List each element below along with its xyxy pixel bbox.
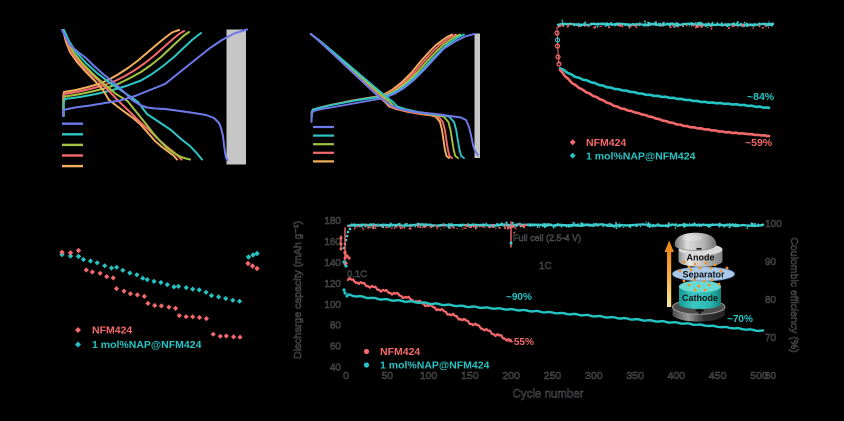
svg-text:60: 60 [330, 342, 342, 353]
svg-text:300: 300 [585, 370, 603, 382]
svg-text:140: 140 [324, 258, 341, 269]
svg-text:1C: 1C [539, 261, 552, 272]
svg-text:0: 0 [343, 370, 349, 382]
svg-text:100: 100 [324, 300, 341, 311]
svg-text:250: 250 [544, 370, 562, 382]
svg-text:90: 90 [765, 257, 777, 268]
svg-text:150: 150 [461, 370, 479, 382]
svg-text:180: 180 [324, 216, 341, 227]
svg-text:~55%: ~55% [508, 337, 534, 348]
svg-text:80: 80 [330, 321, 342, 332]
svg-text:Cycle number: Cycle number [513, 389, 584, 401]
svg-text:200: 200 [502, 370, 520, 382]
svg-text:1 mol%NAP@NFM424: 1 mol%NAP@NFM424 [586, 151, 696, 163]
svg-text:50: 50 [381, 370, 393, 382]
svg-text:350: 350 [626, 370, 644, 382]
svg-text:100: 100 [765, 219, 782, 230]
svg-text:60: 60 [765, 371, 777, 382]
svg-text:40: 40 [330, 363, 342, 374]
svg-text:80: 80 [765, 295, 777, 306]
svg-text:NFM424: NFM424 [92, 325, 132, 337]
svg-text:~90%: ~90% [506, 292, 532, 303]
svg-text:NFM424: NFM424 [380, 346, 420, 358]
svg-text:Full cell (2.5-4 V): Full cell (2.5-4 V) [513, 233, 581, 243]
svg-text:450: 450 [709, 370, 727, 382]
svg-text:0.1C: 0.1C [347, 269, 367, 280]
svg-text:~70%: ~70% [727, 314, 753, 325]
svg-text:Separator: Separator [682, 270, 725, 280]
svg-text:Coulombic efficiency (%): Coulombic efficiency (%) [788, 237, 800, 352]
svg-text:160: 160 [324, 237, 341, 248]
svg-text:Discharge capacity (mAh g⁻¹): Discharge capacity (mAh g⁻¹) [292, 221, 304, 359]
svg-text:100: 100 [420, 370, 438, 382]
svg-text:1 mol%NAP@NFM424: 1 mol%NAP@NFM424 [92, 339, 202, 351]
svg-text:400: 400 [668, 370, 686, 382]
svg-text:70: 70 [765, 333, 777, 344]
svg-text:~59%: ~59% [745, 137, 773, 149]
svg-text:~84%: ~84% [747, 91, 775, 103]
svg-text:NFM424: NFM424 [586, 137, 626, 149]
svg-text:500: 500 [750, 370, 768, 382]
svg-text:Anode: Anode [687, 253, 715, 263]
svg-text:1 mol%NAP@NFM424: 1 mol%NAP@NFM424 [380, 360, 490, 372]
svg-text:Cathode: Cathode [682, 293, 718, 303]
svg-text:120: 120 [324, 279, 341, 290]
